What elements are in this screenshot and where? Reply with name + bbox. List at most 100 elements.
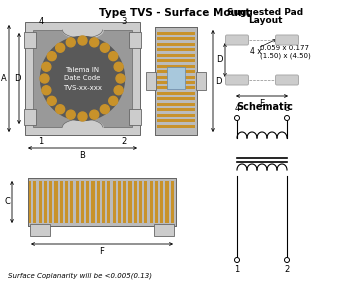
Polygon shape [157,32,195,35]
Circle shape [56,105,65,114]
Text: D: D [14,74,21,83]
Circle shape [285,116,290,120]
Polygon shape [157,86,195,90]
Circle shape [42,62,51,71]
Polygon shape [196,72,206,90]
Text: C: C [4,198,10,206]
Polygon shape [70,181,73,223]
Polygon shape [81,181,84,223]
Text: A: A [1,74,7,83]
Polygon shape [157,97,195,100]
Text: Talema IN
Date Code
TVS-xx-xxx: Talema IN Date Code TVS-xx-xxx [63,67,102,90]
Circle shape [78,36,87,45]
Polygon shape [33,181,37,223]
Polygon shape [157,37,195,40]
Text: Schematic: Schematic [237,102,293,112]
Polygon shape [129,32,141,48]
Text: 4: 4 [234,104,240,113]
Polygon shape [49,181,52,223]
Circle shape [78,112,87,121]
Polygon shape [86,181,89,223]
Polygon shape [167,67,185,89]
Polygon shape [160,181,163,223]
Polygon shape [154,224,174,236]
Polygon shape [113,181,116,223]
Polygon shape [102,181,105,223]
FancyBboxPatch shape [276,75,298,85]
Circle shape [234,257,239,263]
Text: Type TVS - Surface Mount: Type TVS - Surface Mount [99,8,251,18]
Polygon shape [157,119,195,122]
Circle shape [40,74,49,83]
Polygon shape [65,181,68,223]
Polygon shape [24,32,36,48]
Circle shape [47,96,56,105]
Circle shape [56,43,65,52]
Text: 3: 3 [121,17,127,26]
Circle shape [42,86,51,95]
Text: Suggested Pad: Suggested Pad [227,8,303,17]
Polygon shape [75,181,79,223]
Circle shape [90,38,99,47]
Polygon shape [97,181,100,223]
Circle shape [100,43,109,52]
Polygon shape [157,54,195,57]
Polygon shape [139,181,142,223]
Polygon shape [146,72,156,90]
Circle shape [109,96,118,105]
Text: B: B [80,151,85,160]
Text: 1: 1 [38,137,44,146]
Polygon shape [28,178,176,226]
Circle shape [116,74,125,83]
Polygon shape [157,103,195,106]
FancyBboxPatch shape [276,35,298,45]
Circle shape [90,110,99,119]
Polygon shape [134,181,137,223]
FancyBboxPatch shape [225,35,249,45]
Polygon shape [28,181,31,223]
Circle shape [109,52,118,61]
Polygon shape [33,30,132,127]
Polygon shape [157,108,195,111]
Polygon shape [171,181,174,223]
Circle shape [234,116,239,120]
Circle shape [47,52,56,61]
Polygon shape [157,114,195,117]
Circle shape [66,110,75,119]
Polygon shape [24,109,36,125]
Polygon shape [157,59,195,62]
Polygon shape [44,181,47,223]
Polygon shape [155,181,158,223]
Text: 3: 3 [284,104,290,113]
Text: 4: 4 [38,17,44,26]
FancyBboxPatch shape [225,75,249,85]
Polygon shape [157,43,195,46]
Text: E: E [259,99,265,108]
Polygon shape [25,22,140,135]
Polygon shape [157,48,195,51]
Polygon shape [144,181,147,223]
Polygon shape [107,181,111,223]
Polygon shape [157,76,195,79]
Text: Layout: Layout [248,16,282,25]
Polygon shape [157,92,195,95]
Text: 2: 2 [284,265,290,274]
Circle shape [100,105,109,114]
Text: Surface Coplanarity will be <0.005(0.13): Surface Coplanarity will be <0.005(0.13) [8,272,152,279]
Polygon shape [118,181,121,223]
Text: 1: 1 [234,265,240,274]
Polygon shape [60,181,63,223]
Text: F: F [100,247,105,256]
Text: D: D [217,55,223,65]
Circle shape [66,38,75,47]
Circle shape [114,86,123,95]
Text: 2: 2 [121,137,127,146]
Circle shape [114,62,123,71]
Polygon shape [157,65,195,68]
Circle shape [285,257,290,263]
Polygon shape [91,181,95,223]
Text: 4 x: 4 x [250,47,262,57]
Polygon shape [123,181,126,223]
Polygon shape [39,181,42,223]
Polygon shape [157,81,195,84]
